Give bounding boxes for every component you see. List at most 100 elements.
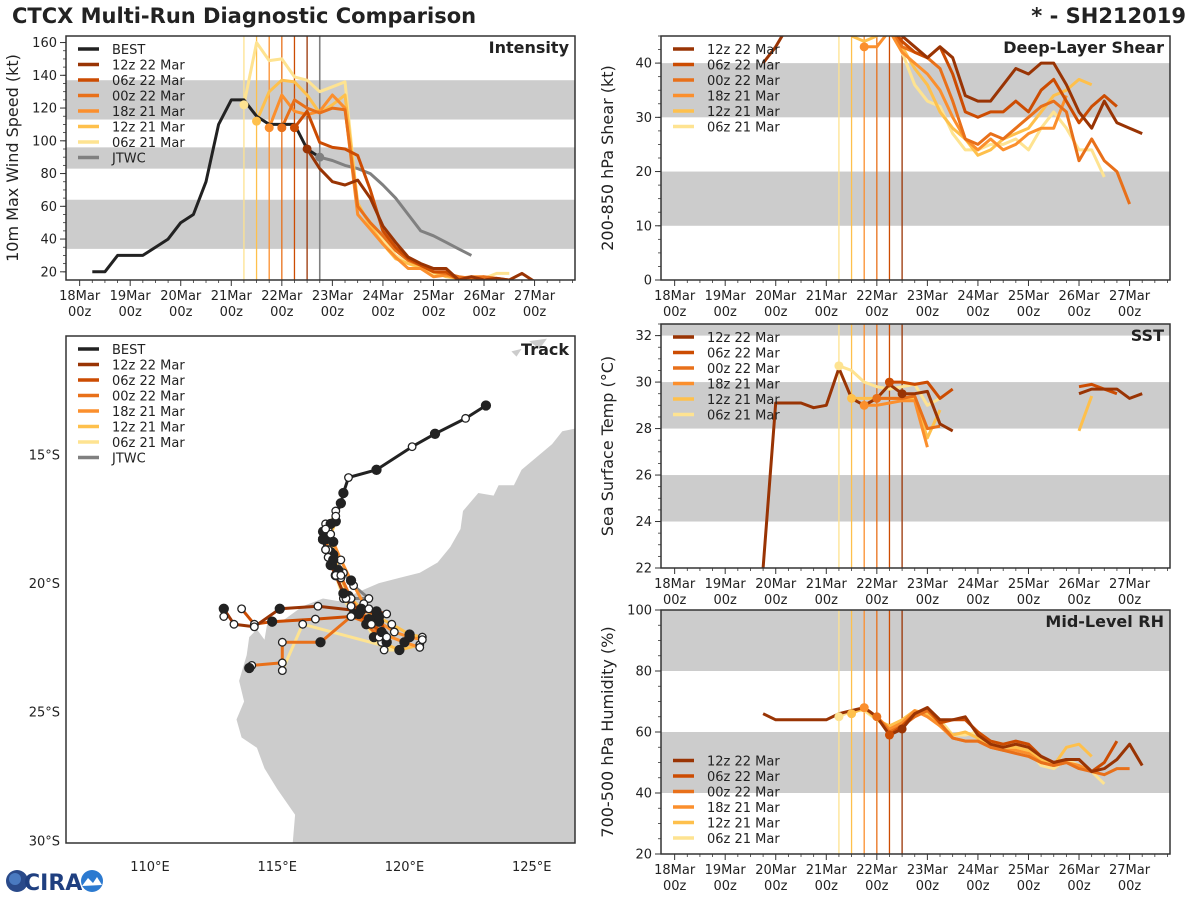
y-tick-label: 26 [635,469,652,484]
legend-item-r12z22: 12z 22 Mar [673,43,780,58]
track-point-open [415,642,425,652]
series-line-r00z22 [875,709,1130,777]
x-tick-label-hour: 00z [865,593,889,608]
series-line-r06z22 [1078,382,1118,396]
x-tick-label-day: 25Mar [1008,289,1050,304]
panel-track: 110°E 115°E 120°E 125°E 15°S 20°S 25°S 30°S Trac… [29,335,576,875]
legend-label: 12z 21 Mar [112,421,185,436]
legend-label: 06z 21 Mar [112,136,185,151]
legend-item-r12z22: 12z 22 Mar [673,331,780,346]
init-marker-r06z21 [834,361,844,371]
y-tick-label: 40 [635,57,652,72]
init-marker-r00z22 [872,712,882,722]
y-tick-label: 25°S [29,706,60,721]
x-tick-label-hour: 00z [422,305,446,320]
x-tick-label-day: 26Mar [1058,863,1100,878]
y-tick-label: 60 [635,726,652,741]
cira-logo-icon: CIRA [6,870,103,896]
track-point-filled [429,428,441,439]
series-line-r00z22 [280,98,510,280]
track-point-open [249,622,259,632]
init-marker-r00z22 [277,123,287,133]
x-tick-label-day: 21Mar [806,863,848,878]
axes-frame [65,335,576,844]
legend-item-r12z22: 12z 22 Mar [78,59,185,74]
x-tick-label-day: 19Mar [705,289,747,304]
y-tick-label: 60 [40,200,57,215]
y-tick-label: 15°S [29,448,60,463]
legend-item-r06z21: 06z 21 Mar [78,136,185,151]
y-axis-label: 700-500 hPa Humidity (%) [598,626,617,837]
shaded-band [661,732,1170,793]
x-tick-label-day: 21Mar [806,289,848,304]
series-line-r12z22 [761,36,1143,135]
legend-label: 06z 22 Mar [112,74,185,89]
init-marker-r18z21 [859,703,869,713]
legend-label: 06z 22 Mar [112,374,185,389]
legend-item-r06z22: 06z 22 Mar [673,770,780,785]
x-tick-label-hour: 00z [966,593,990,608]
legend-item-jtwc: JTWC [78,152,146,167]
y-tick-label: 30 [635,376,652,391]
axes-frame [65,35,576,281]
legend-label: 00z 22 Mar [112,390,185,405]
x-tick-label-hour: 00z [764,879,788,894]
track-point-filled [394,644,405,656]
x-tick-label-day: 21Mar [806,577,848,592]
track-point-open [321,545,331,555]
x-tick-label-hour: 00z [714,593,738,608]
track-point-open [313,601,323,611]
plot-area [762,610,1144,854]
y-tick-label: 40 [635,787,652,802]
legend-item-r06z22: 06z 22 Mar [78,374,185,389]
legend-item-r12z21: 12z 21 Mar [673,105,780,120]
legend-item-best: BEST [78,343,145,358]
x-tick-label-hour: 00z [764,305,788,320]
panel-title: Deep-Layer Shear [1003,38,1164,57]
x-tick-label-hour: 00z [1017,305,1041,320]
legend-label: 12z 22 Mar [707,331,780,346]
y-axis-label: 10m Max Wind Speed (kt) [3,54,22,262]
legend-item-r18z21: 18z 21 Mar [673,801,780,816]
plot-area [761,324,1143,568]
y-tick-label: 40 [40,233,57,248]
legend-label: 12z 21 Mar [707,817,780,832]
x-tick-label-hour: 00z [1118,879,1142,894]
x-tick-label-hour: 00z [865,879,889,894]
track-point-filled [371,606,382,617]
y-tick-label: 100 [32,134,57,149]
init-marker-r06z22 [884,730,894,740]
x-tick-label-hour: 00z [916,879,940,894]
legend-label: 12z 21 Mar [112,121,185,136]
y-tick-label: 24 [635,515,652,530]
y-axis-label: 200-850 hPa Shear (kt) [598,65,617,251]
panel-shear: 01020304018Mar00z19Mar00z20Mar00z21Mar00… [598,35,1171,320]
track-point-filled [218,603,229,614]
y-tick-label: 80 [40,167,57,182]
shaded-band [661,610,1170,671]
track-point-open [382,609,392,619]
x-tick-label: 110°E [130,860,170,875]
x-tick-label-hour: 00z [714,305,738,320]
series-line-r00z22 [876,394,941,431]
x-tick-label-hour: 00z [663,879,687,894]
x-tick-label-day: 22Mar [856,577,898,592]
track-point-filled [335,498,347,509]
y-tick-label: 160 [32,36,57,51]
x-tick-label-day: 22Mar [856,863,898,878]
legend-label: 12z 22 Mar [707,755,780,770]
x-tick-label-day: 20Mar [755,577,797,592]
y-tick-label: 30°S [29,834,60,849]
legend-item-r18z21: 18z 21 Mar [78,405,185,420]
legend-label: 18z 21 Mar [112,405,185,420]
plot-area [92,36,535,280]
series-line-r12z21 [851,36,1093,157]
legend-item-r12z21: 12z 21 Mar [673,817,780,832]
track-point-filled [338,588,349,599]
y-tick-label: 32 [635,329,652,344]
x-tick-label: 115°E [257,860,297,875]
y-tick-label: 120 [32,102,57,117]
legend-label: BEST [112,43,145,58]
